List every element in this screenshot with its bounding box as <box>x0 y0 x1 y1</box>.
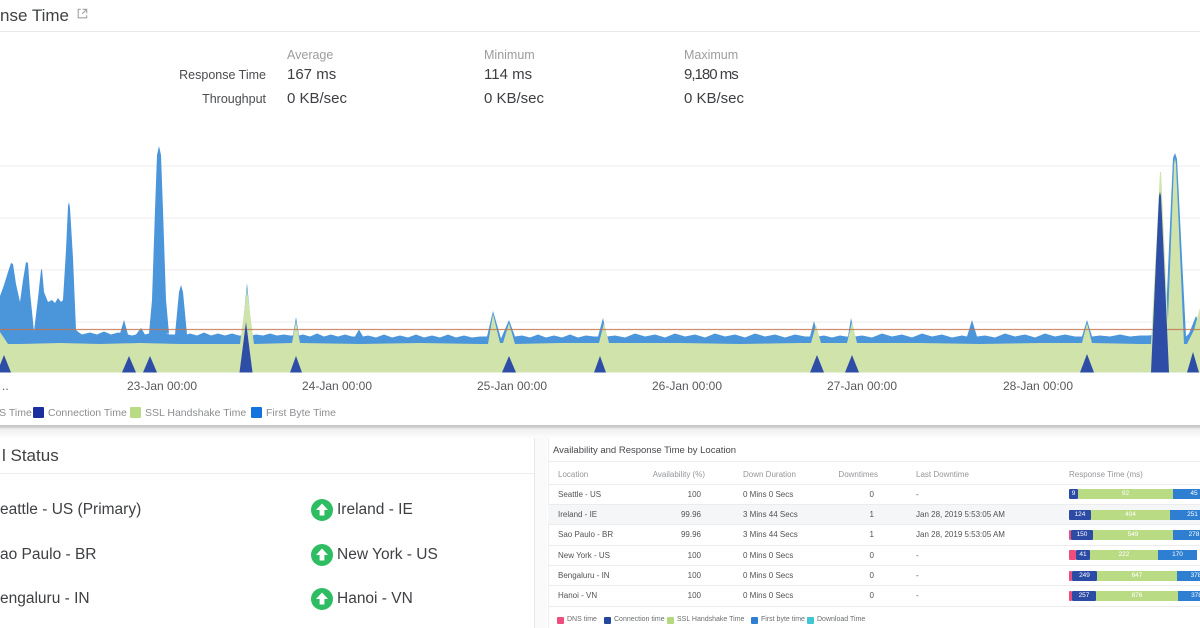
svg-text:24-Jan 00:00: 24-Jan 00:00 <box>302 379 372 393</box>
svg-text:27-Jan 00:00: 27-Jan 00:00 <box>827 379 897 393</box>
svg-text:..: .. <box>2 379 9 393</box>
svg-text:25-Jan 00:00: 25-Jan 00:00 <box>477 379 547 393</box>
svg-text:28-Jan 00:00: 28-Jan 00:00 <box>1003 379 1073 393</box>
svg-text:23-Jan 00:00: 23-Jan 00:00 <box>127 379 197 393</box>
svg-text:26-Jan 00:00: 26-Jan 00:00 <box>652 379 722 393</box>
